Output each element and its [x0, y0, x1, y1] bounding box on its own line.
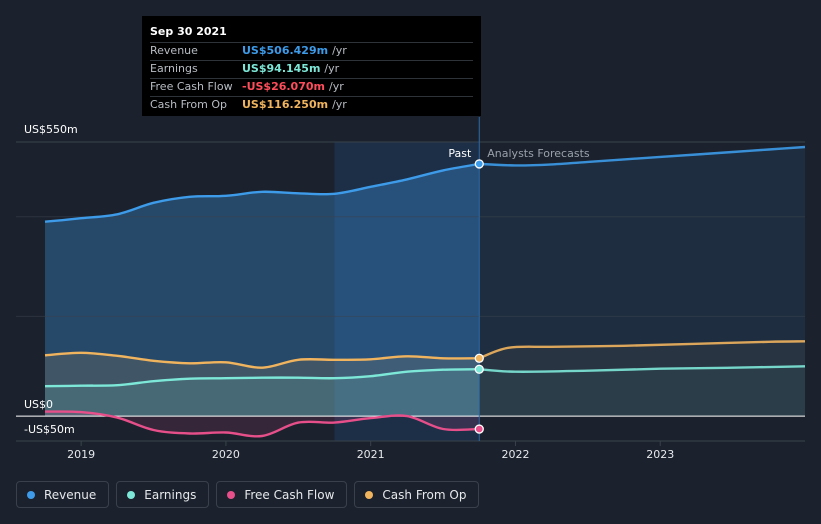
tooltip-unit: /yr: [328, 80, 344, 93]
tooltip-label: Cash From Op: [150, 98, 228, 111]
y-tick-label-zero: US$0: [24, 398, 53, 411]
axis-labels: US$550m US$0 -US$50m 2019 2020 2021 2022 2023 Pa…: [24, 123, 674, 461]
legend-item-revenue[interactable]: Revenue: [16, 481, 110, 508]
y-tick-label-top: US$550m: [24, 123, 78, 136]
tooltip-label: Free Cash Flow: [150, 80, 233, 93]
series-markers: [474, 159, 484, 434]
legend-item-earnings[interactable]: Earnings: [116, 481, 210, 508]
tooltip-row-earnings: Earnings US$94.145m/yr: [150, 60, 473, 78]
cash-from-op-forecast-area: [479, 341, 805, 417]
legend-dot-icon: [27, 490, 35, 499]
highlight-band: [334, 142, 480, 441]
forecast-label: Analysts Forecasts: [487, 147, 590, 160]
legend-item-cash-from-op[interactable]: Cash From Op: [354, 481, 480, 508]
tooltip-value: US$506.429m: [242, 44, 329, 57]
tooltip-value: US$94.145m: [242, 62, 321, 75]
revenue-forecast-area: [479, 147, 805, 417]
legend-label: Revenue: [44, 487, 97, 502]
cash-from-op-line: [44, 351, 480, 369]
tooltip-date: Sep 30 2021: [150, 25, 227, 38]
free-cash-flow-point: [474, 424, 484, 434]
tooltip-label: Revenue: [150, 44, 198, 57]
hover-tooltip: Sep 30 2021 Revenue US$506.429m/yr Earning…: [142, 16, 481, 116]
x-tick-label: 2021: [357, 448, 385, 461]
tooltip-row-free-cash-flow: Free Cash Flow -US$26.070m/yr: [150, 78, 473, 96]
legend-item-free-cash-flow[interactable]: Free Cash Flow: [216, 481, 348, 508]
past-label: Past: [448, 147, 472, 160]
legend-label: Earnings: [144, 487, 197, 502]
gridlines: [16, 117, 805, 446]
legend-label: Cash From Op: [382, 487, 467, 502]
earnings-point: [474, 364, 484, 374]
cash-from-op-area: [45, 352, 480, 417]
legend: Revenue Earnings Free Cash Flow Cash From O…: [16, 481, 480, 508]
earnings-forecast-area: [479, 366, 805, 417]
legend-dot-icon: [227, 490, 236, 499]
earnings-forecast-line: [479, 365, 806, 373]
x-tick-label: 2022: [501, 448, 529, 461]
tooltip-unit: /yr: [324, 62, 340, 75]
tooltip-value: US$116.250m: [242, 98, 329, 111]
legend-dot-icon: [127, 490, 136, 499]
earnings-area: [45, 369, 480, 417]
revenue-point: [474, 159, 484, 169]
revenue-forecast-line: [479, 145, 806, 167]
revenue-area: [45, 163, 480, 417]
y-tick-label-bottom: -US$50m: [24, 423, 75, 436]
x-tick-label: 2023: [646, 448, 674, 461]
tooltip-unit: /yr: [332, 44, 347, 57]
legend-label: Free Cash Flow: [244, 487, 335, 502]
tooltip-unit: /yr: [332, 98, 347, 111]
free-cash-flow-line: [44, 410, 480, 438]
cash-from-op-forecast-line: [478, 340, 806, 360]
earnings-line: [44, 368, 480, 388]
tooltip-row-revenue: Revenue US$506.429m/yr: [150, 42, 473, 60]
tooltip-value: -US$26.070m: [242, 80, 325, 93]
series-areas: [45, 147, 805, 437]
cash-from-op-point: [474, 353, 484, 363]
plot-background: [334, 142, 480, 441]
x-tick-label: 2020: [212, 448, 240, 461]
legend-dot-icon: [365, 490, 374, 499]
tooltip-row-cash-from-op: Cash From Op US$116.250m/yr: [150, 96, 473, 114]
tooltip-label: Earnings: [150, 62, 198, 75]
series-lines: [44, 145, 806, 438]
x-tick-label: 2019: [67, 448, 95, 461]
revenue-line: [44, 162, 480, 223]
